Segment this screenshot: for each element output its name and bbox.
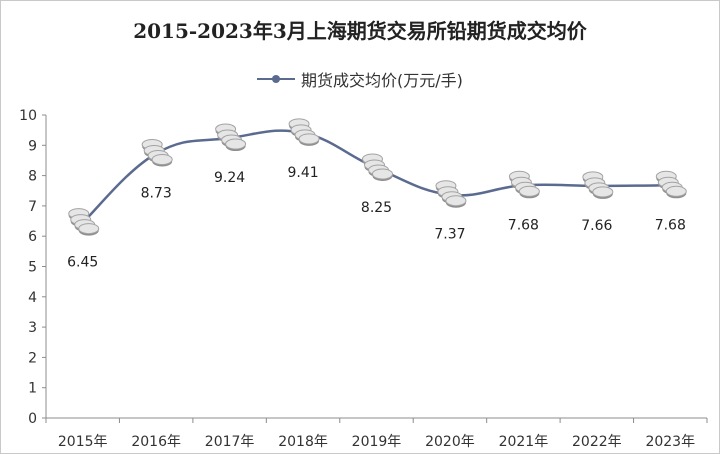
x-tick-label: 2015年	[58, 434, 108, 450]
data-point-marker	[655, 170, 687, 199]
x-tick-label: 2017年	[205, 434, 255, 450]
data-point-marker	[141, 138, 173, 167]
chart-legend: 期货成交均价(万元/手)	[1, 67, 719, 91]
data-point-marker	[435, 180, 467, 208]
data-label: 7.37	[434, 227, 465, 243]
data-label: 7.66	[581, 218, 612, 234]
data-point-marker	[68, 208, 100, 236]
y-tick-label: 8	[28, 169, 37, 185]
y-tick-label: 4	[28, 290, 37, 306]
x-tick-label: 2021年	[499, 434, 549, 450]
legend-label: 期货成交均价(万元/手)	[301, 71, 463, 90]
data-label: 8.25	[361, 200, 392, 216]
data-label: 7.68	[655, 217, 686, 233]
data-point-marker	[215, 123, 247, 152]
y-tick-label: 10	[19, 108, 37, 124]
data-label: 6.45	[67, 255, 98, 271]
y-tick-label: 1	[28, 381, 37, 397]
y-tick-label: 6	[28, 229, 37, 245]
x-tick-label: 2020年	[425, 434, 475, 450]
y-tick-label: 9	[28, 138, 37, 154]
y-tick-label: 0	[28, 411, 37, 427]
data-point-marker	[362, 153, 393, 182]
y-tick-label: 3	[28, 320, 37, 336]
legend-line-swatch	[257, 72, 296, 86]
chart-title: 2015-2023年3月上海期货交易所铅期货成交均价	[133, 19, 587, 43]
y-tick-label: 5	[28, 260, 37, 276]
data-point-marker	[288, 118, 320, 146]
x-tick-label: 2016年	[131, 434, 181, 450]
x-tick-label: 2018年	[278, 434, 328, 450]
x-tick-label: 2022年	[572, 434, 622, 450]
y-tick-label: 7	[28, 199, 37, 215]
data-point-marker	[582, 171, 614, 199]
data-point-marker	[508, 170, 540, 199]
data-label: 7.68	[508, 217, 539, 233]
data-label: 9.41	[287, 165, 318, 181]
x-tick-label: 2023年	[645, 434, 695, 450]
y-tick-label: 2	[28, 350, 37, 366]
x-tick-label: 2019年	[352, 434, 402, 450]
data-label: 9.24	[214, 170, 245, 186]
data-label: 8.73	[141, 185, 172, 201]
